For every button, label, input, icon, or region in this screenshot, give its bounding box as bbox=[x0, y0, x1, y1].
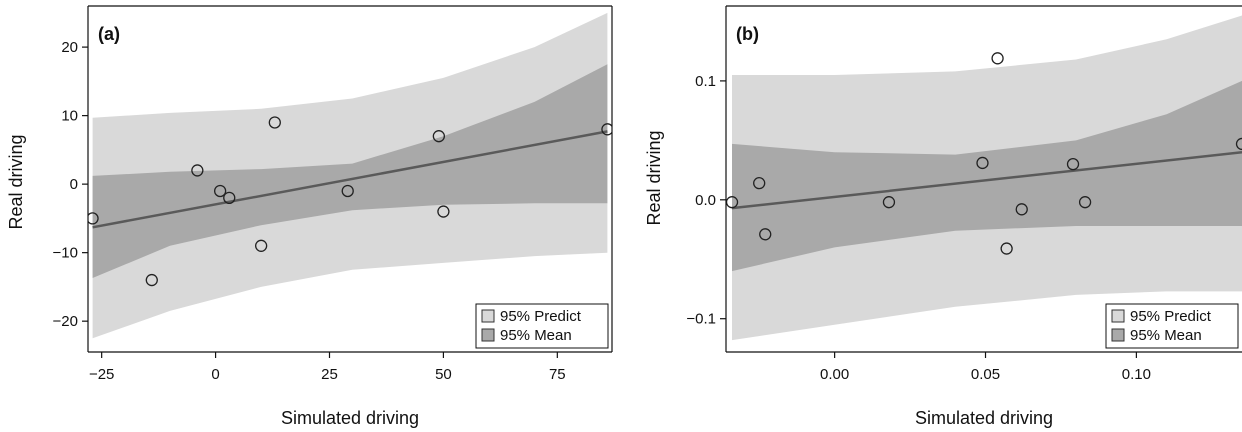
data-point bbox=[223, 191, 236, 204]
legend-box bbox=[1105, 303, 1239, 349]
data-point bbox=[437, 205, 450, 218]
data-point bbox=[213, 184, 227, 198]
data-point bbox=[991, 52, 1004, 65]
data-point bbox=[432, 130, 446, 143]
y-tick-label: −20 bbox=[53, 313, 78, 330]
legend-label: 95% Mean bbox=[1130, 327, 1202, 344]
legend: 95% Predict 95% Mean bbox=[1105, 303, 1239, 349]
y-axis-label: Real driving bbox=[644, 130, 664, 225]
x-tick-label: 25 bbox=[321, 366, 338, 383]
data-point bbox=[753, 177, 766, 190]
x-tick-label: 50 bbox=[435, 366, 452, 383]
data-point bbox=[1000, 242, 1013, 255]
legend-box bbox=[475, 303, 609, 349]
y-axis-label: Real driving bbox=[6, 134, 26, 229]
y-tick-label: 10 bbox=[61, 108, 78, 125]
y-tick-label: 20 bbox=[61, 39, 78, 56]
x-tick-label: 0.00 bbox=[820, 366, 849, 383]
legend: 95% Predict 95% Mean bbox=[475, 303, 609, 349]
plot-area bbox=[88, 12, 612, 339]
panel-a: −25 0 25 50 75 −20 −10 0 10 20 Simulated driving Re… bbox=[6, 5, 613, 428]
plot-area bbox=[726, 15, 1242, 341]
legend-swatch-mean bbox=[481, 328, 495, 342]
data-point bbox=[88, 212, 99, 225]
y-tick-label: 0.1 bbox=[695, 73, 716, 90]
data-point bbox=[601, 123, 612, 136]
y-tick-label: −10 bbox=[53, 245, 78, 262]
x-tick-label: 0 bbox=[211, 366, 219, 383]
x-tick-label: −25 bbox=[89, 366, 114, 383]
data-point bbox=[976, 156, 989, 170]
y-tick-label: −0.1 bbox=[686, 311, 716, 328]
panel-label: (b) bbox=[736, 24, 759, 44]
data-point bbox=[1235, 137, 1242, 151]
data-point bbox=[268, 116, 281, 129]
regression-line bbox=[92, 130, 608, 229]
x-axis-label: Simulated driving bbox=[915, 408, 1053, 428]
data-point bbox=[1066, 157, 1080, 171]
x-tick-label: 0.05 bbox=[971, 366, 1000, 383]
legend-label: 95% Predict bbox=[1130, 308, 1212, 325]
x-axis-label: Simulated driving bbox=[281, 408, 419, 428]
data-point bbox=[254, 239, 268, 252]
legend-swatch-mean bbox=[1111, 328, 1125, 342]
mean-band bbox=[92, 64, 608, 278]
panel-b: 0.00 0.05 0.10 −0.1 0.0 0.1 Simulated driving R… bbox=[644, 5, 1242, 428]
legend-swatch-predict bbox=[1111, 309, 1125, 323]
regression-line bbox=[731, 151, 1242, 210]
x-tick-label: 0.10 bbox=[1122, 366, 1151, 383]
data-point bbox=[759, 228, 772, 241]
panel-label: (a) bbox=[98, 24, 120, 44]
y-tick-label: 0 bbox=[70, 176, 78, 193]
data-point bbox=[1015, 203, 1028, 216]
data-point bbox=[882, 196, 896, 209]
legend-swatch-predict bbox=[481, 309, 495, 323]
y-tick-label: 0.0 bbox=[695, 192, 716, 209]
mean-band bbox=[732, 80, 1242, 272]
data-point bbox=[1078, 196, 1092, 209]
data-point bbox=[191, 164, 204, 177]
data-point bbox=[145, 273, 158, 287]
data-point bbox=[341, 184, 354, 198]
legend-label: 95% Mean bbox=[500, 327, 572, 344]
x-tick-label: 75 bbox=[549, 366, 566, 383]
legend-label: 95% Predict bbox=[500, 308, 582, 325]
